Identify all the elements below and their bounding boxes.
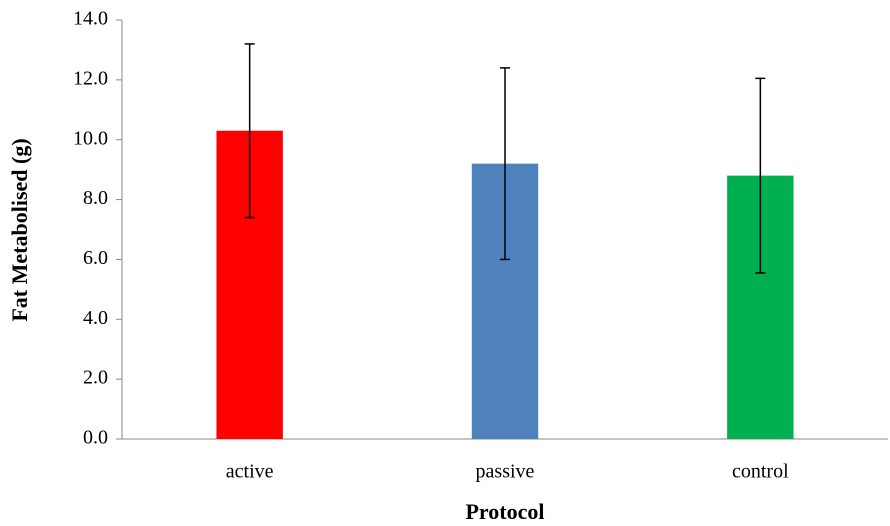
x-axis-title: Protocol — [465, 499, 544, 524]
y-tick-label: 14.0 — [73, 8, 108, 30]
y-tick-label: 2.0 — [83, 367, 108, 389]
y-tick-label: 0.0 — [83, 427, 108, 449]
x-tick-label: passive — [476, 461, 535, 483]
y-tick-label: 10.0 — [73, 127, 108, 149]
y-axis-title: Fat Metabolised (g) — [7, 138, 32, 321]
y-tick-label: 4.0 — [83, 307, 108, 329]
x-tick-label: control — [732, 461, 789, 483]
x-tick-label: active — [226, 461, 274, 483]
y-tick-label: 6.0 — [83, 247, 108, 269]
y-tick-label: 12.0 — [73, 67, 108, 89]
y-tick-label: 8.0 — [83, 187, 108, 209]
